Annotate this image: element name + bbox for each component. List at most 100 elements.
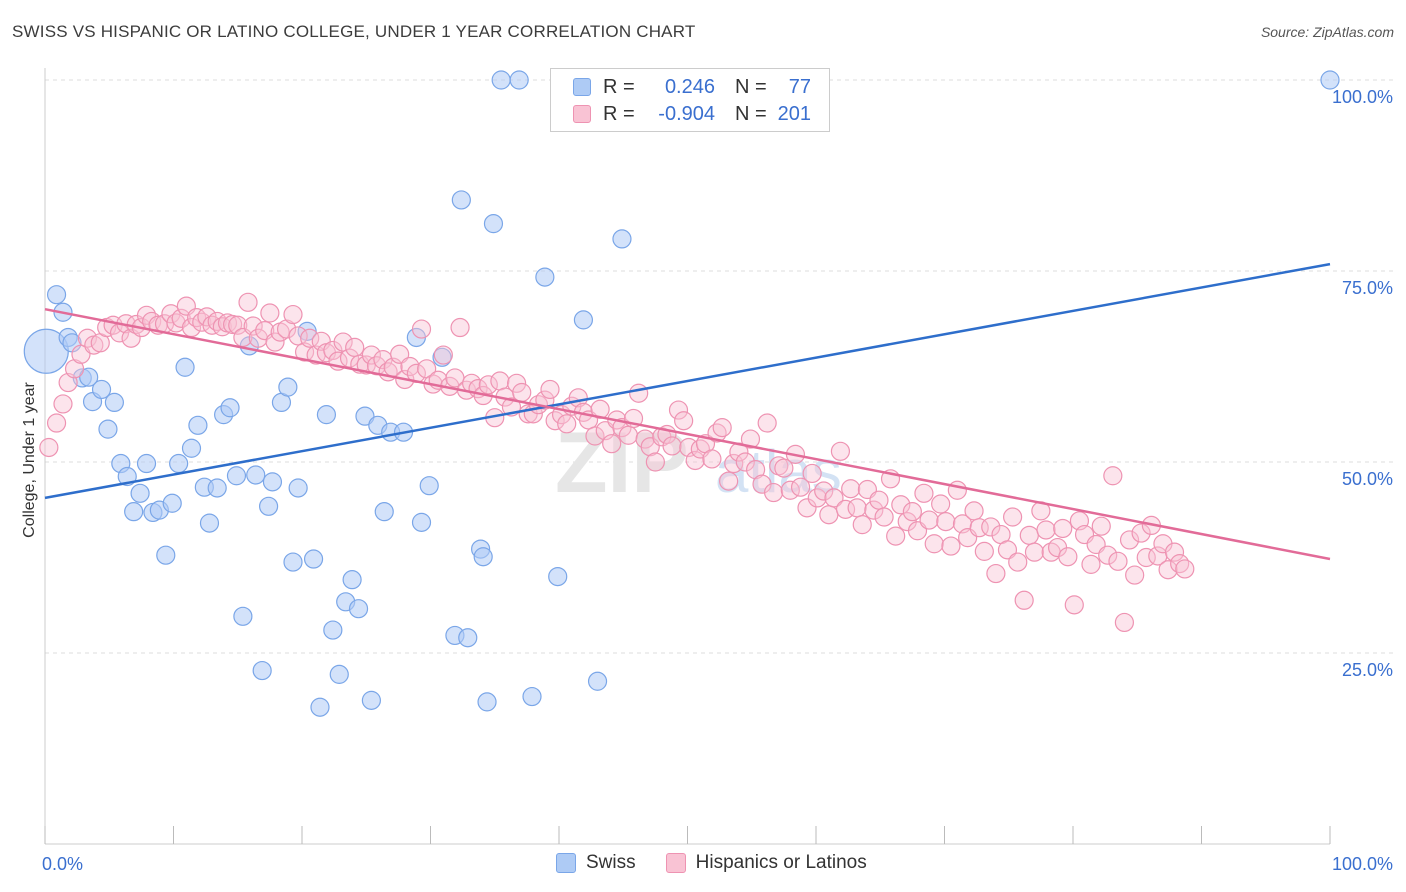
hispanic-point (941, 536, 961, 556)
swiss-point (288, 478, 308, 498)
swiss-point (98, 419, 118, 439)
legend-item-swiss: Swiss (556, 852, 636, 874)
swiss-point (124, 502, 144, 522)
swiss-point (451, 190, 471, 210)
legend-row-hispanic: R = -0.904 N = 201 (573, 102, 811, 126)
hispanic-point (735, 452, 755, 472)
hispanic-point (478, 375, 498, 395)
hispanic-point (864, 500, 884, 520)
hispanic-point (450, 317, 470, 338)
swiss-point (169, 453, 189, 474)
hispanic-point (936, 511, 956, 532)
hispanic-point (674, 411, 694, 431)
source-label: Source: ZipAtlas.com (1260, 24, 1394, 40)
hispanic-point (265, 332, 285, 352)
y-tick-label: 25.0% (1342, 660, 1393, 680)
hispanic-point (974, 541, 994, 561)
swiss-trend-line (44, 262, 1331, 500)
hispanic-point (1064, 595, 1084, 615)
hispanic-point (1158, 560, 1178, 580)
swiss-point (316, 405, 337, 425)
hispanic-point (300, 328, 320, 348)
y-axis-label: College, Under 1 year (21, 382, 38, 538)
hispanic-point (1058, 547, 1078, 567)
hispanic-point (433, 345, 453, 365)
hispanic-point (763, 482, 784, 503)
hispanic-point (1014, 590, 1034, 610)
hispanic-point (947, 480, 967, 500)
hispanic-point (986, 563, 1006, 584)
swiss-point (477, 692, 497, 712)
hispanic-point (981, 517, 1001, 537)
hispanic-point (512, 382, 532, 403)
hispanic-point (719, 471, 739, 491)
hispanic-point (345, 337, 365, 357)
swiss-points (23, 70, 1340, 717)
swiss-point (573, 310, 594, 330)
hispanic-point (490, 371, 510, 391)
swiss-point (329, 664, 349, 684)
hispanic-point (202, 315, 222, 335)
swiss-point (156, 545, 176, 565)
hispanic-point (997, 540, 1018, 560)
hispanic-point (902, 502, 922, 522)
hispanic-point (1091, 516, 1111, 536)
hispanic-point (712, 418, 732, 438)
swiss-point (175, 357, 195, 377)
y-tick-label: 50.0% (1342, 469, 1393, 489)
swiss-point (473, 547, 493, 567)
r-label: R = (603, 102, 635, 125)
hispanic-point (702, 449, 722, 469)
hispanic-point (662, 436, 682, 456)
hispanic-point (802, 463, 822, 484)
hispanic-point (841, 479, 861, 499)
hispanic-point (361, 345, 381, 365)
hispanic-point (207, 311, 227, 332)
swiss-point (548, 566, 568, 587)
hispanic-point (602, 434, 622, 454)
swiss-point (246, 465, 266, 485)
swiss-swatch (573, 78, 591, 96)
hispanic-swatch (573, 105, 591, 123)
swiss-point (130, 483, 150, 503)
hispanic-point (668, 400, 689, 420)
swiss-point (181, 438, 202, 458)
hispanic-point (339, 348, 360, 368)
hispanic-point (1114, 612, 1135, 633)
hispanic-point (757, 413, 777, 433)
hispanic-point (819, 505, 839, 525)
hispanic-point (39, 437, 59, 458)
hispanic-point (1053, 518, 1073, 539)
hispanic-point (1125, 565, 1145, 585)
swiss-point (483, 214, 504, 234)
hispanic-point (874, 507, 894, 527)
hispanic-point (1119, 530, 1140, 550)
legend-row-swiss: R = 0.246 N = 77 (573, 75, 811, 99)
hispanic-point (557, 414, 577, 434)
hispanic-legend-label: Hispanics or Latinos (695, 852, 867, 873)
hispanic-point (1036, 520, 1056, 540)
hispanic-point (1003, 507, 1023, 527)
hispanic-r-value: -0.904 (658, 102, 715, 125)
hispanic-point (847, 498, 867, 518)
swiss-legend-label: Swiss (586, 852, 636, 873)
hispanic-point (540, 379, 560, 400)
hispanic-point (707, 423, 727, 443)
hispanic-point (645, 452, 665, 472)
swiss-point (509, 70, 529, 90)
hispanic-point (161, 304, 181, 324)
swiss-point (522, 686, 542, 707)
hispanic-point (852, 515, 872, 535)
hispanic-point (390, 344, 410, 364)
swiss-point (278, 377, 298, 397)
hispanic-point (869, 490, 889, 510)
swiss-point (233, 606, 253, 626)
swiss-point (348, 599, 369, 619)
swiss-point (162, 493, 182, 513)
hispanic-point (618, 425, 638, 445)
swiss-legend-swatch (556, 853, 576, 873)
hispanic-point (830, 441, 851, 461)
y-tick-label: 100.0% (1332, 87, 1393, 107)
swiss-point (199, 513, 220, 533)
